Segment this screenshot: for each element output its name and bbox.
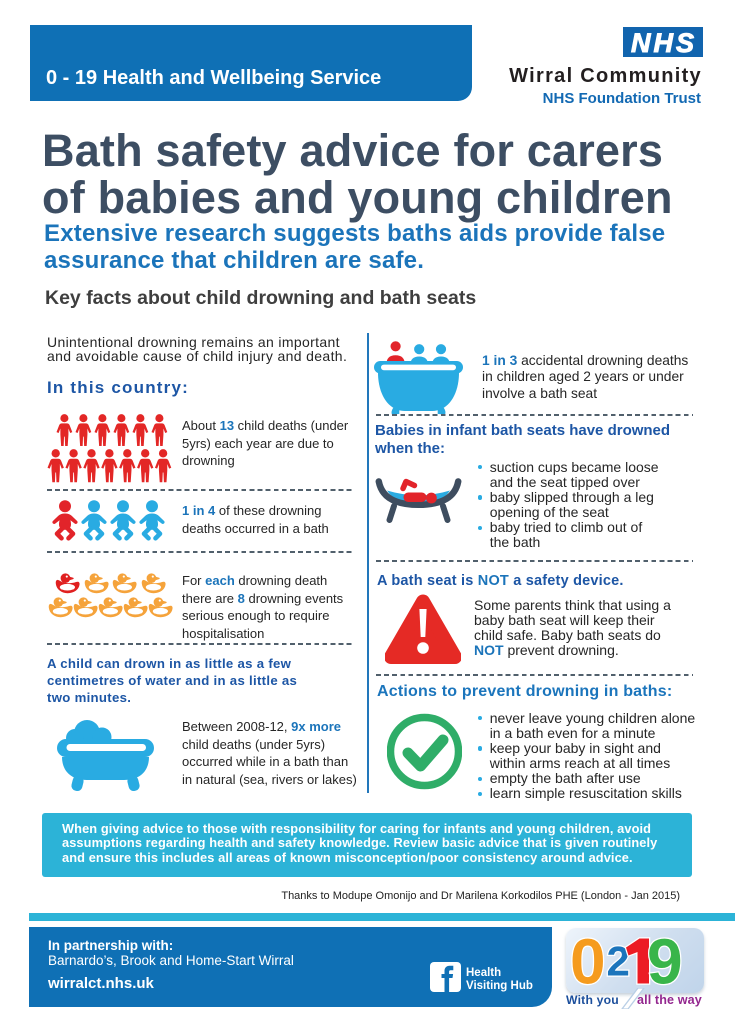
svg-text:9: 9 [647, 928, 683, 993]
svg-text:2: 2 [607, 938, 630, 985]
svg-text:NHS: NHS [631, 28, 697, 57]
svg-text:0: 0 [570, 928, 606, 993]
